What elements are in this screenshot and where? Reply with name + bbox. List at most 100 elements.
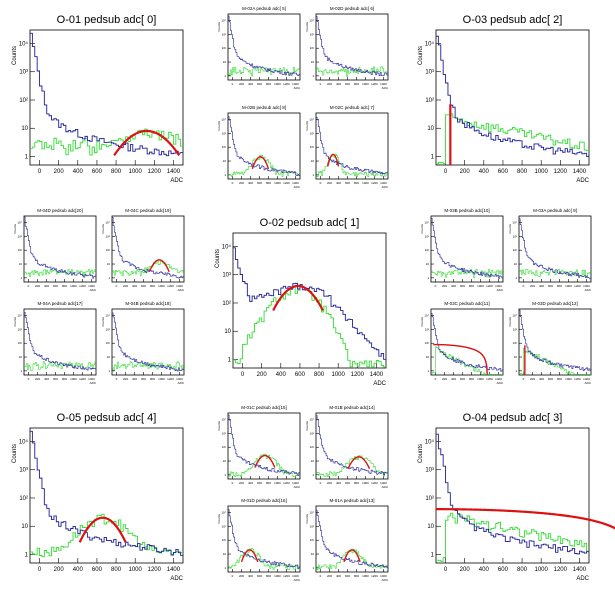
x-tick-label: 1000 [362,82,369,86]
series-green-histogram [228,548,300,570]
plot-frame [29,29,184,166]
y-tick-label: 10² [310,145,314,149]
series-blue-histogram [228,414,300,476]
x-tick-label: 1000 [565,377,572,381]
x-tick-label: 800 [354,82,359,86]
series-blue-histogram [316,509,388,569]
chart-title: M-04A pedsub adc[17] [37,301,82,306]
y-tick-label: 10³ [222,32,226,36]
chart-title: M-03A pedsub adc[ 9] [533,208,577,213]
plot-frame [430,308,504,376]
fit-curve [347,456,371,470]
series-blue-histogram [436,433,589,555]
x-tick-label: 1000 [274,574,281,578]
series-green-histogram [519,348,591,375]
x-axis-label: ADC [585,288,592,292]
x-tick-label: 200 [460,169,471,175]
x-tick-label: 200 [123,284,128,288]
series-green-histogram [316,153,388,177]
y-tick-label: 10⁴ [425,40,435,47]
chart-title: M-03C pedsub adc[11] [444,301,489,306]
series-blue-histogram [228,509,300,569]
x-tick-label: 800 [469,284,474,288]
x-tick-label: 0 [232,574,234,578]
x-tick-label: 400 [132,284,137,288]
x-tick-label: 1000 [274,82,281,86]
x-tick-label: 1200 [554,567,568,573]
x-axis-label: ADC [294,485,301,489]
y-tick-label: 10³ [19,468,28,474]
series-blue-histogram [228,116,300,176]
series-blue-histogram [316,415,388,476]
x-tick-label: 400 [44,377,49,381]
series-green-histogram [316,455,388,477]
plot-frame [227,112,301,180]
y-tick-label: 10³ [222,273,231,279]
plot-frame [315,412,389,480]
x-tick-label: 0 [116,284,118,288]
series-green-histogram [228,453,300,478]
y-tick-label: 10² [513,341,517,345]
y-axis-label: Counts [215,249,221,268]
x-tick-label: 400 [539,377,544,381]
y-tick-label: 10² [513,248,517,252]
plot-frame [435,427,590,564]
series-blue-histogram [316,116,388,175]
x-tick-label: 0 [241,372,245,378]
y-tick-label: 1 [312,566,314,570]
y-tick-label: 10 [107,355,111,359]
y-axis-label: Counts [305,22,309,32]
y-tick-label: 10² [425,248,429,252]
x-tick-label: 800 [266,574,271,578]
x-tick-label: 1200 [283,82,290,86]
fit-curve [148,259,170,273]
y-axis-label: Counts [508,224,512,234]
chart-title: O-03 pedsub adc[ 2] [463,14,563,26]
y-tick-label: 10² [19,496,28,502]
x-tick-label: 1400 [495,377,502,381]
x-tick-label: 600 [498,567,509,573]
y-tick-label: 10⁴ [221,118,226,122]
x-tick-label: 200 [257,372,268,378]
series-blue-histogram [436,35,589,157]
y-tick-label: 1 [427,276,429,280]
x-tick-label: 1000 [477,284,484,288]
x-tick-label: 200 [239,181,244,185]
y-tick-label: 10⁴ [309,511,314,515]
x-tick-label: 600 [257,481,262,485]
x-tick-label: 800 [469,377,474,381]
x-axis-label: ADC [382,185,389,189]
x-tick-label: 1400 [292,574,299,578]
y-tick-label: 10⁴ [19,438,29,445]
chart-title: M-04D pedsub adc[20] [37,208,83,213]
fit-curve [113,129,181,157]
series-green-histogram [228,155,300,177]
x-tick-label: 400 [248,574,253,578]
x-tick-label: 1000 [362,481,369,485]
y-tick-label: 10⁴ [17,221,22,225]
y-axis-label: Counts [12,46,18,65]
x-tick-label: 1400 [176,377,183,381]
y-tick-label: 10 [223,60,227,64]
y-tick-label: 10⁴ [222,243,232,250]
x-tick-label: 200 [442,377,447,381]
x-tick-label: 0 [435,284,437,288]
x-tick-label: 1200 [371,481,378,485]
x-tick-label: 200 [460,567,471,573]
y-tick-label: 10 [224,329,231,335]
x-axis-label: ADC [382,578,389,582]
y-axis-label: Counts [508,317,512,327]
x-tick-label: 600 [53,284,58,288]
x-tick-label: 200 [530,377,535,381]
y-tick-label: 10 [426,262,430,266]
x-tick-label: 1400 [573,567,587,573]
plot-frame [430,215,504,283]
y-axis-label: Counts [420,317,424,327]
series-green-histogram [24,269,96,277]
x-tick-label: 200 [35,377,40,381]
x-tick-label: 0 [444,567,448,573]
y-tick-label: 1 [25,552,29,558]
